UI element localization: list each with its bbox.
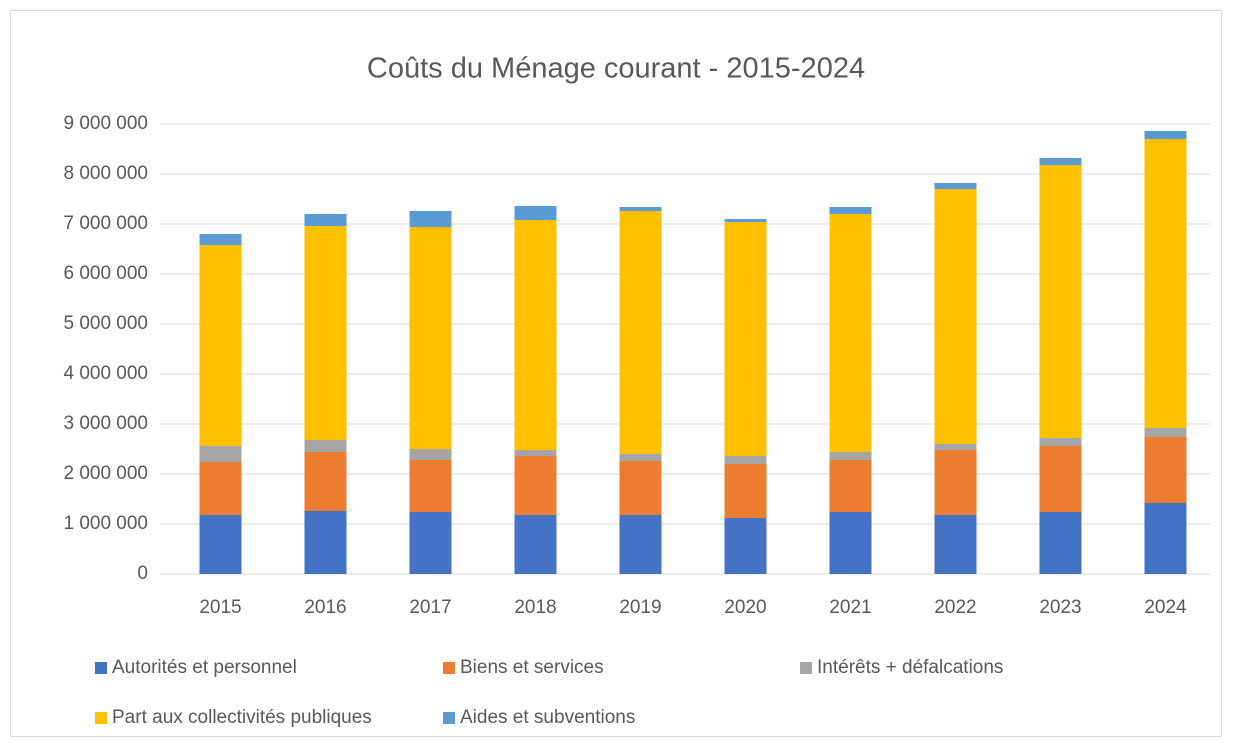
bar-segment [304, 440, 347, 452]
bar-segment [514, 450, 557, 456]
bar-segment [1039, 446, 1082, 512]
legend-label: Biens et services [460, 657, 604, 678]
x-tick-label: 2015 [199, 597, 241, 618]
bar-segment [724, 222, 767, 456]
bar-segment [514, 206, 557, 220]
x-tick-label: 2020 [724, 597, 766, 618]
legend-label: Intérêts + défalcations [817, 657, 1003, 678]
bar-segment [304, 511, 347, 574]
bar-segment [199, 515, 242, 574]
y-tick-label: 8 000 000 [63, 163, 148, 184]
bar-segment [199, 234, 242, 245]
bar-segment [724, 219, 767, 222]
bar-segment [724, 456, 767, 464]
legend-label: Part aux collectivités publiques [112, 707, 372, 728]
bar-segment [1039, 158, 1082, 165]
bar-segment [1144, 139, 1187, 428]
bar-segment [199, 462, 242, 515]
legend-swatch [800, 662, 812, 674]
y-tick-label: 0 [137, 563, 148, 584]
bar-segment [199, 245, 242, 446]
bar-segment [1144, 437, 1187, 503]
bar-segment [1039, 438, 1082, 446]
bar-segment [619, 515, 662, 574]
x-tick-label: 2018 [514, 597, 556, 618]
bar-segment [934, 450, 977, 515]
bar-segment [829, 512, 872, 574]
bar-segment [619, 454, 662, 461]
bar-segment [724, 464, 767, 518]
bar-segment [934, 444, 977, 450]
bar-segment [1144, 503, 1187, 574]
bar-segment [409, 460, 452, 512]
bar-segment [829, 207, 872, 214]
bar-segment [304, 452, 347, 511]
bar-segment [409, 227, 452, 449]
x-tick-label: 2023 [1039, 597, 1081, 618]
y-tick-label: 7 000 000 [63, 213, 148, 234]
bar-segment [619, 461, 662, 515]
bar-segment [1144, 428, 1187, 437]
bar-segment [514, 515, 557, 574]
y-tick-label: 6 000 000 [63, 263, 148, 284]
bar-segment [304, 214, 347, 226]
bar-segment [619, 211, 662, 454]
y-tick-label: 2 000 000 [63, 463, 148, 484]
legend-swatch [443, 712, 455, 724]
legend-swatch [95, 662, 107, 674]
bar-segment [199, 446, 242, 462]
y-tick-label: 3 000 000 [63, 413, 148, 434]
x-tick-label: 2022 [934, 597, 976, 618]
x-tick-label: 2019 [619, 597, 661, 618]
y-tick-label: 5 000 000 [63, 313, 148, 334]
legend-swatch [95, 712, 107, 724]
bar-segment [1144, 131, 1187, 139]
bar-segment [1039, 512, 1082, 574]
bar-segment [934, 183, 977, 189]
y-tick-label: 4 000 000 [63, 363, 148, 384]
y-tick-label: 9 000 000 [63, 113, 148, 134]
legend-label: Aides et subventions [460, 707, 635, 728]
bar-segment [619, 207, 662, 211]
bar-segment [829, 452, 872, 460]
bar-segment [934, 189, 977, 444]
bar-segment [934, 515, 977, 574]
bar-segment [724, 518, 767, 574]
x-tick-label: 2017 [409, 597, 451, 618]
bar-segment [829, 460, 872, 512]
bar-segment [1039, 165, 1082, 438]
bar-segment [409, 449, 452, 460]
legend-label: Autorités et personnel [112, 657, 297, 678]
bar-segment [409, 211, 452, 227]
chart-title: Coûts du Ménage courant - 2015-2024 [367, 53, 865, 85]
legend-swatch [443, 662, 455, 674]
y-tick-label: 1 000 000 [63, 513, 148, 534]
bar-segment [829, 214, 872, 452]
bar-segment [514, 220, 557, 450]
x-tick-label: 2021 [829, 597, 871, 618]
bar-segment [409, 512, 452, 574]
bar-segment [514, 456, 557, 515]
x-tick-label: 2024 [1144, 597, 1187, 618]
x-tick-label: 2016 [304, 597, 346, 618]
bar-segment [304, 226, 347, 440]
